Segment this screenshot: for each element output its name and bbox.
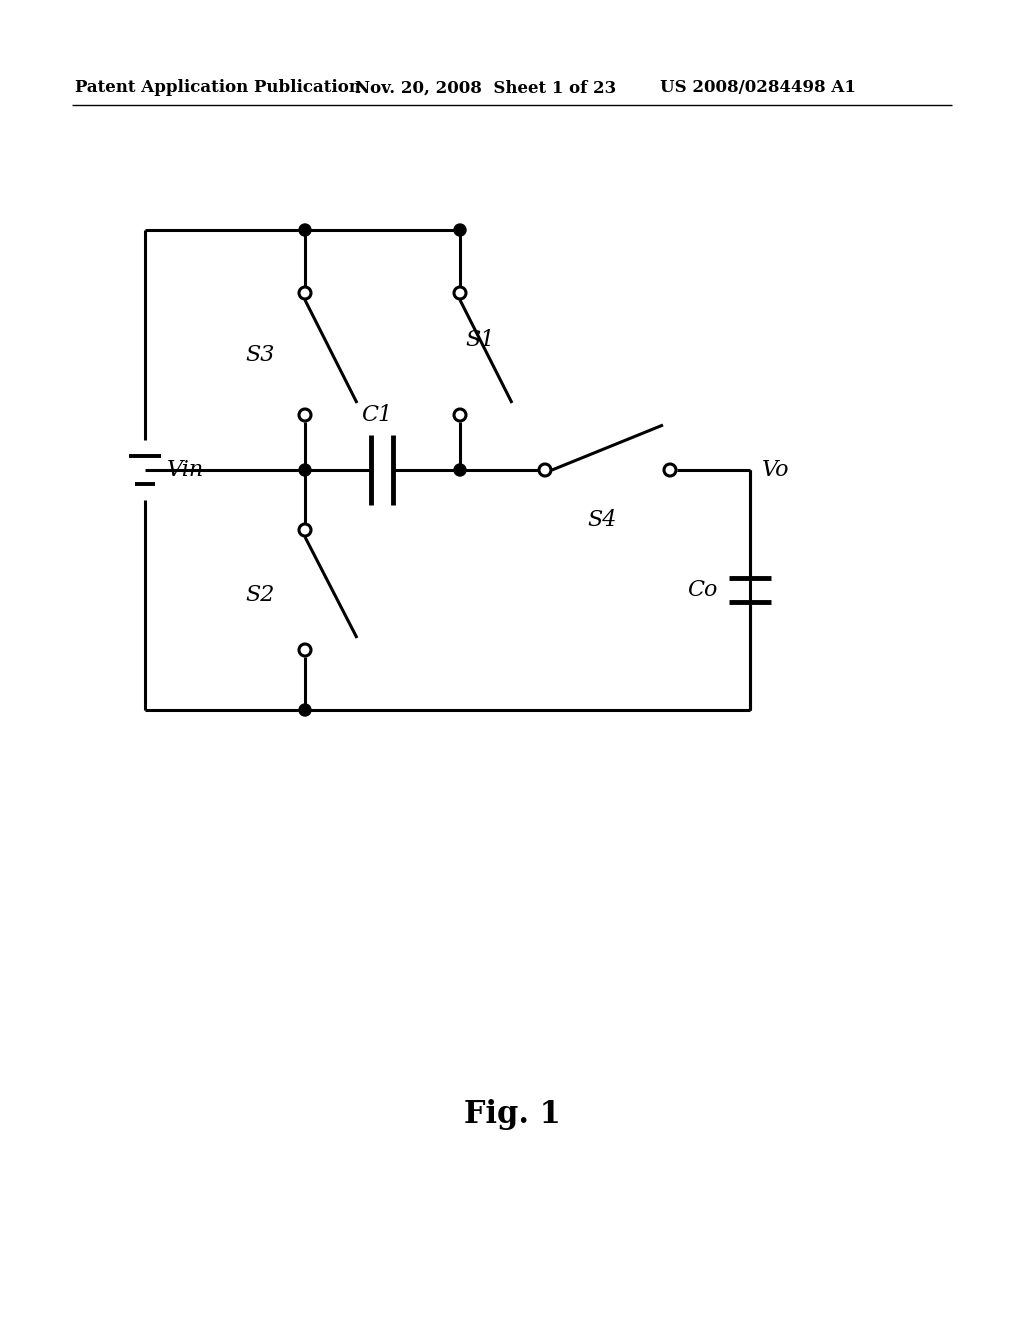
Text: Vin: Vin xyxy=(167,459,204,480)
Circle shape xyxy=(299,224,311,236)
Circle shape xyxy=(299,465,311,477)
Text: Nov. 20, 2008  Sheet 1 of 23: Nov. 20, 2008 Sheet 1 of 23 xyxy=(355,79,616,96)
Text: Vo: Vo xyxy=(762,459,790,480)
Text: S3: S3 xyxy=(245,345,274,366)
Text: Fig. 1: Fig. 1 xyxy=(464,1100,560,1130)
Text: S4: S4 xyxy=(588,510,616,531)
Circle shape xyxy=(454,224,466,236)
Text: S2: S2 xyxy=(245,583,274,606)
Circle shape xyxy=(454,465,466,477)
Text: C1: C1 xyxy=(361,404,392,426)
Text: Co: Co xyxy=(687,579,717,601)
Text: S1: S1 xyxy=(465,329,495,351)
Text: US 2008/0284498 A1: US 2008/0284498 A1 xyxy=(660,79,856,96)
Text: Patent Application Publication: Patent Application Publication xyxy=(75,79,360,96)
Circle shape xyxy=(299,704,311,715)
